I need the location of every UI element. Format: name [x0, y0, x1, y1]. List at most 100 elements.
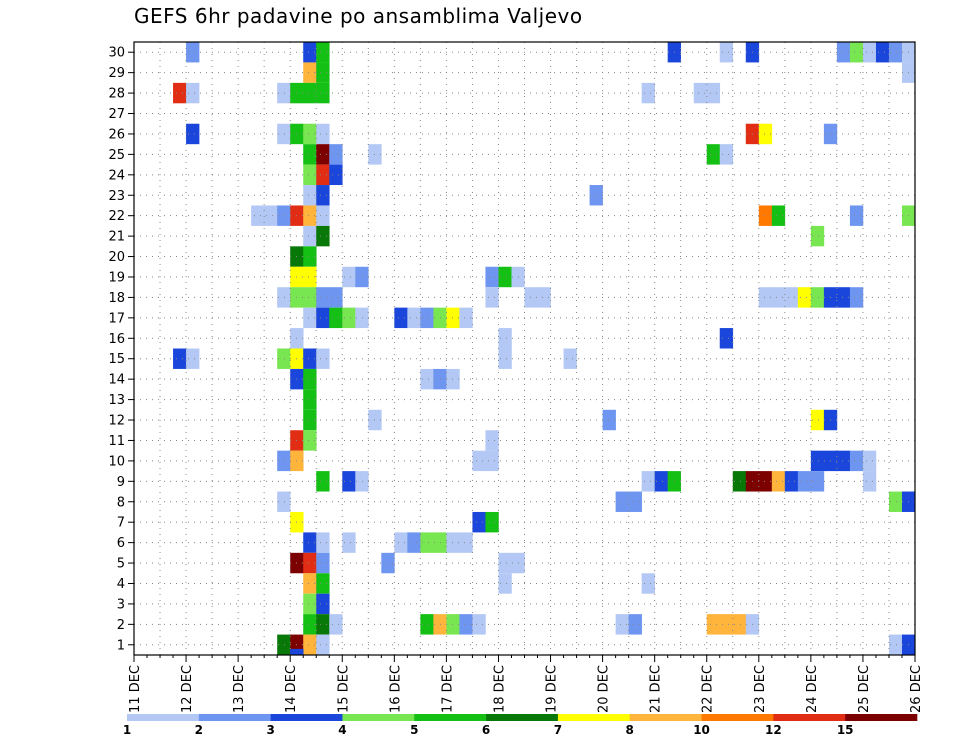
- heatmap-cell: [810, 450, 825, 472]
- heatmap-cell: [303, 62, 317, 83]
- heatmap-cell: [342, 471, 356, 492]
- y-tick-label: 2: [117, 618, 125, 633]
- x-tick-label: 11 DEC: [128, 665, 143, 713]
- y-tick-label: 26: [108, 127, 125, 142]
- legend-swatch: [557, 714, 631, 721]
- heatmap-cell: [277, 634, 291, 655]
- heatmap-cell: [329, 144, 343, 165]
- heatmap-cell: [316, 307, 330, 329]
- x-tick-label: 25 DEC: [857, 665, 872, 713]
- heatmap-cell: [719, 614, 734, 635]
- heatmap-cell: [446, 614, 460, 635]
- heatmap-cell: [641, 82, 655, 104]
- x-tick-label: 19 DEC: [545, 665, 560, 713]
- heatmap-cell: [316, 185, 330, 206]
- heatmap-cell: [485, 287, 499, 308]
- heatmap-cell: [316, 42, 330, 63]
- heatmap-cell: [303, 593, 317, 615]
- heatmap-cell: [303, 573, 317, 594]
- heatmap-cell: [498, 573, 512, 594]
- heatmap-cell: [485, 511, 499, 533]
- heatmap-cell: [316, 348, 330, 369]
- heatmap-cell: [498, 328, 512, 349]
- heatmap-cell: [316, 62, 330, 83]
- heatmap-cell: [407, 307, 421, 329]
- heatmap-cell: [498, 266, 512, 288]
- heatmap-cell: [355, 471, 369, 492]
- legend-swatch: [270, 714, 343, 721]
- heatmap-cell: [836, 287, 851, 308]
- heatmap-cell: [277, 491, 291, 512]
- heatmap-cell: [329, 164, 343, 186]
- heatmap-cell: [771, 205, 786, 226]
- heatmap-cell: [784, 287, 799, 308]
- legend-label: 3: [266, 723, 274, 737]
- heatmap-cell: [498, 552, 512, 574]
- legend-swatch: [701, 714, 774, 721]
- legend-label: 5: [410, 723, 418, 737]
- heatmap-cell: [888, 491, 903, 512]
- heatmap-cell: [329, 307, 343, 329]
- heatmap-cell: [836, 42, 851, 63]
- heatmap-cell: [186, 42, 200, 63]
- legend-swatch: [414, 714, 487, 721]
- heatmap-cell: [706, 82, 721, 104]
- x-tick-label: 23 DEC: [753, 665, 768, 713]
- heatmap-cell: [355, 307, 369, 329]
- y-tick-label: 1: [117, 638, 125, 653]
- legend-swatch: [845, 714, 918, 721]
- heatmap-cell: [758, 205, 773, 226]
- heatmap-cell: [186, 82, 200, 104]
- heatmap-cell: [485, 266, 499, 288]
- heatmap-cell: [277, 123, 291, 145]
- y-tick-label: 8: [117, 495, 125, 510]
- heatmap-cell: [784, 471, 799, 492]
- heatmap-cell: [303, 368, 317, 390]
- y-tick-label: 25: [108, 148, 125, 163]
- heatmap-cell: [303, 430, 317, 451]
- x-tick-label: 12 DEC: [180, 665, 195, 713]
- heatmap-cell: [615, 614, 629, 635]
- heatmap-cell: [407, 532, 421, 553]
- y-tick-label: 21: [108, 230, 125, 245]
- heatmap-cell: [277, 287, 291, 308]
- heatmap-cell: [797, 471, 812, 492]
- y-tick-label: 30: [108, 46, 125, 61]
- heatmap-cell: [186, 348, 200, 369]
- heatmap-cell: [303, 225, 317, 247]
- y-tick-label: 14: [108, 373, 125, 388]
- heatmap-cell: [394, 307, 408, 329]
- heatmap-cell: [316, 471, 330, 492]
- heatmap-cell: [719, 42, 734, 63]
- y-tick-label: 3: [117, 597, 125, 612]
- heatmap-cell: [706, 144, 721, 165]
- heatmap-cell: [485, 450, 499, 472]
- heatmap-cell: [277, 82, 291, 104]
- legend-swatch: [198, 714, 271, 721]
- y-tick-label: 23: [108, 189, 125, 204]
- legend-swatch: [127, 714, 200, 721]
- heatmap-cell: [797, 287, 812, 308]
- heatmap-cell: [303, 246, 317, 267]
- heatmap-cell: [849, 450, 864, 472]
- y-tick-label: 6: [117, 536, 125, 551]
- heatmap-cell: [641, 573, 655, 594]
- x-tick-label: 26 DEC: [909, 665, 924, 713]
- y-tick-label: 10: [108, 454, 125, 469]
- heatmap-cell: [485, 430, 499, 451]
- heatmap-cell: [810, 471, 825, 492]
- heatmap-cell: [303, 532, 317, 553]
- heatmap-cell: [888, 42, 903, 63]
- heatmap-cell: [420, 368, 434, 390]
- legend-label: 10: [693, 723, 710, 737]
- heatmap-cell: [316, 552, 330, 574]
- heatmap-cell: [316, 144, 330, 165]
- legend-swatch: [486, 714, 559, 721]
- y-tick-label: 5: [117, 557, 125, 572]
- heatmap-cell: [849, 287, 864, 308]
- heatmap-cell: [459, 532, 473, 553]
- heatmap-cell: [862, 42, 877, 63]
- legend-label: 1: [123, 723, 131, 737]
- heatmap-cell: [420, 307, 434, 329]
- y-tick-label: 11: [108, 434, 125, 449]
